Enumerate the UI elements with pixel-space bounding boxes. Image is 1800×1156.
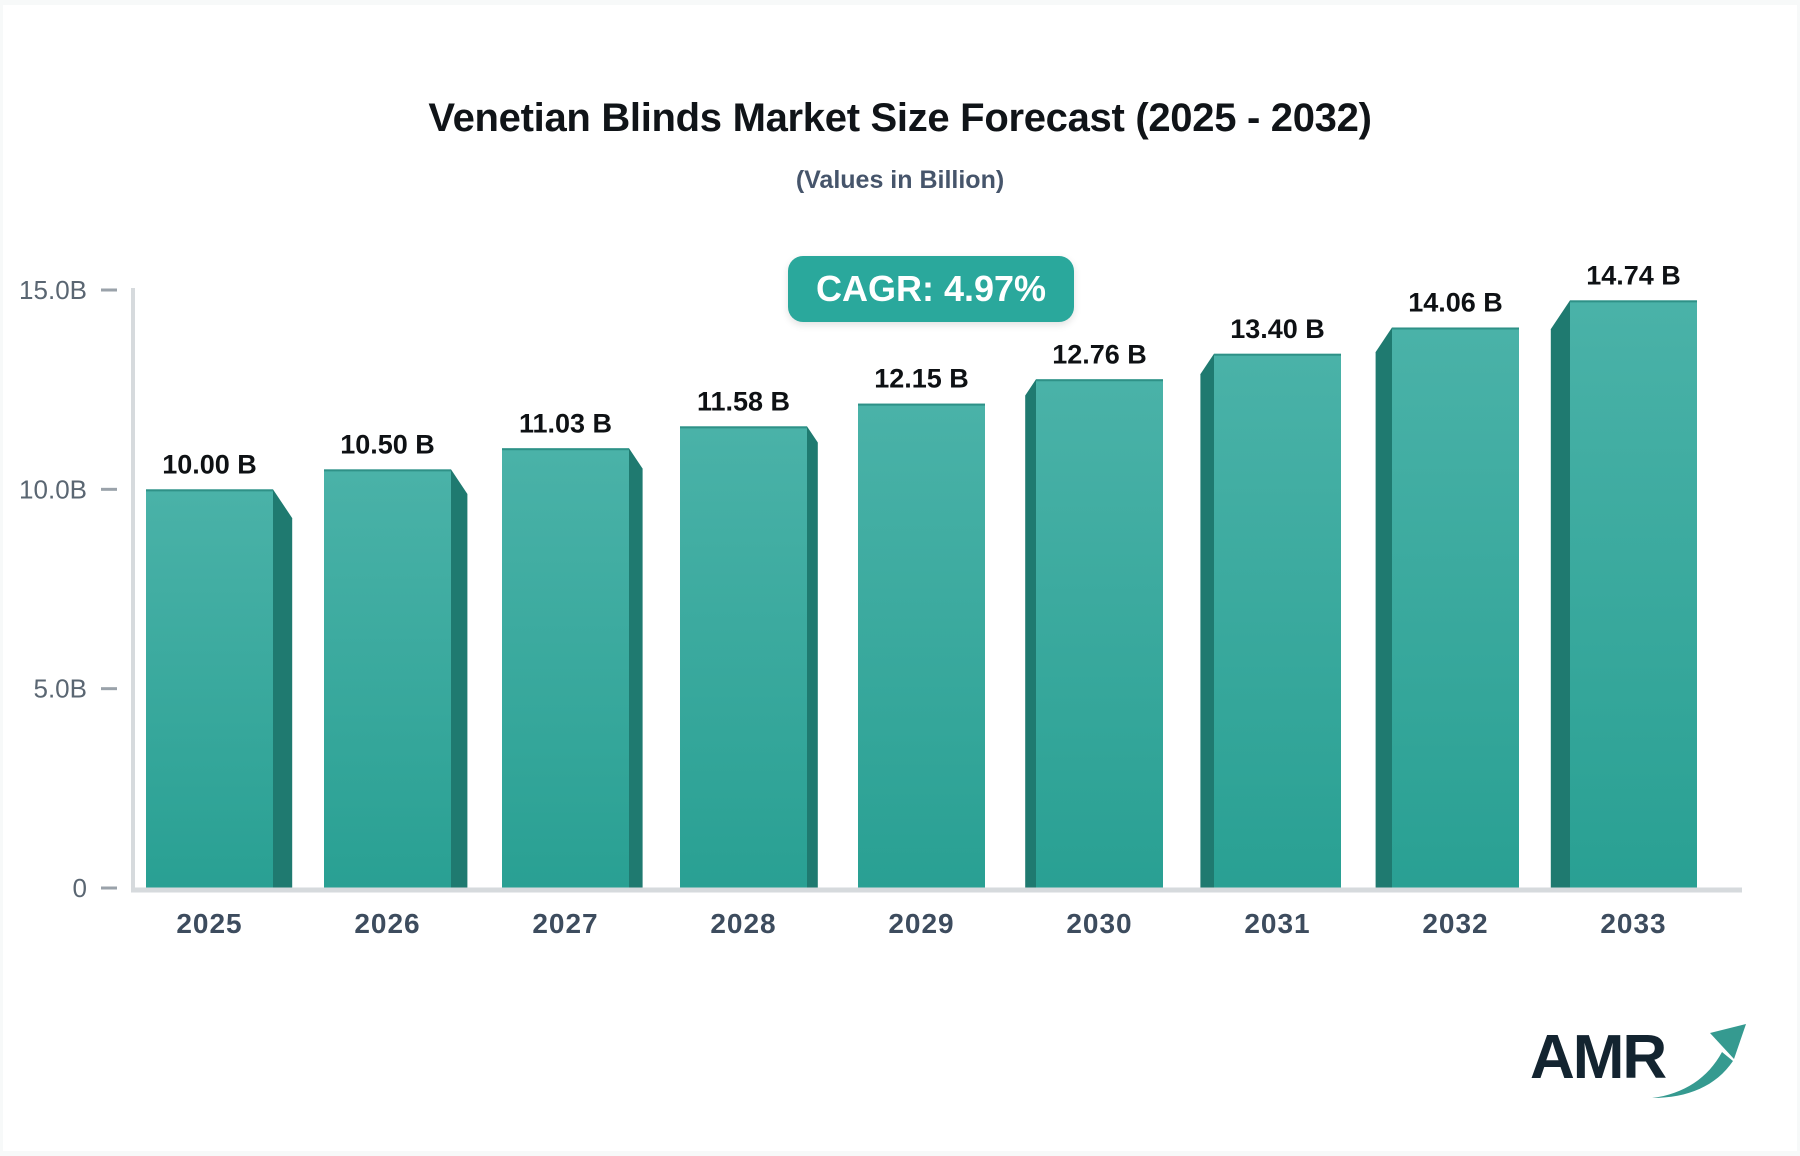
- chart-title: Venetian Blinds Market Size Forecast (20…: [428, 96, 1372, 140]
- bar-value-label: 11.58 B: [697, 386, 790, 416]
- bar-value-label: 12.76 B: [1052, 339, 1147, 369]
- bar-front-face: [680, 426, 807, 888]
- y-axis-label: 10.0B: [19, 474, 87, 504]
- bar-value-label: 11.03 B: [519, 408, 612, 438]
- amr-logo-text: AMR: [1530, 1023, 1667, 1092]
- x-axis-label: 2028: [710, 908, 776, 939]
- chart-subtitle: (Values in Billion): [795, 166, 1005, 194]
- y-axis-label: 15.0B: [19, 275, 87, 305]
- bar-front-face: [146, 489, 273, 888]
- x-axis-label: 2025: [176, 908, 242, 939]
- bar-front-face: [502, 448, 629, 888]
- x-axis-label: 2032: [1422, 908, 1488, 939]
- bar-group-2031: 13.40 B 2031: [1200, 314, 1341, 939]
- growth-arrow-icon: [1652, 1024, 1746, 1098]
- bar-front-face: [324, 469, 451, 888]
- x-axis-label: 2029: [888, 908, 954, 939]
- bar-value-label: 14.74 B: [1586, 260, 1681, 290]
- bar-group-2025: 10.00 B 2025: [146, 449, 293, 939]
- y-axis-label: 0: [73, 873, 87, 903]
- bar-side-face: [273, 489, 293, 888]
- bar-group-2026: 10.50 B 2026: [324, 429, 468, 939]
- bar-front-face: [1570, 300, 1697, 888]
- bar-front-face: [858, 403, 985, 888]
- bar-group-2030: 12.76 B 2030: [1025, 339, 1163, 939]
- bar-value-label: 13.40 B: [1230, 314, 1325, 344]
- x-axis-label: 2033: [1600, 908, 1666, 939]
- cagr-badge: CAGR: 4.97%: [788, 256, 1075, 322]
- bar-front-face: [1036, 379, 1163, 888]
- y-axis-label: 5.0B: [34, 674, 88, 704]
- bar-value-label: 14.06 B: [1408, 287, 1503, 317]
- bar-side-face: [629, 448, 643, 888]
- bar-side-face: [807, 426, 818, 888]
- bar-group-2029: 12.15 B 2029: [858, 364, 985, 939]
- bar-value-label: 12.15 B: [874, 364, 969, 394]
- x-axis-label: 2026: [354, 908, 420, 939]
- bar-side-face: [1375, 327, 1392, 888]
- bar-front-face: [1392, 327, 1519, 888]
- bar-group-2033: 14.74 B 2033: [1550, 260, 1697, 939]
- bar-value-label: 10.00 B: [162, 449, 257, 479]
- bar-side-face: [1550, 300, 1570, 888]
- bar-side-face: [1025, 379, 1036, 888]
- bar-value-label: 10.50 B: [340, 429, 435, 459]
- bar-front-face: [1214, 353, 1341, 889]
- x-axis-label: 2031: [1244, 908, 1310, 939]
- amr-logo: AMR: [1530, 1022, 1760, 1132]
- bar-side-face: [451, 469, 468, 888]
- bar-group-2032: 14.06 B 2032: [1375, 287, 1519, 939]
- bar-group-2027: 11.03 B 2027: [502, 408, 643, 939]
- x-axis-label: 2030: [1066, 908, 1132, 939]
- bar-group-2028: 11.58 B 2028: [680, 386, 818, 939]
- bar-side-face: [1200, 353, 1214, 889]
- x-axis-label: 2027: [532, 908, 598, 939]
